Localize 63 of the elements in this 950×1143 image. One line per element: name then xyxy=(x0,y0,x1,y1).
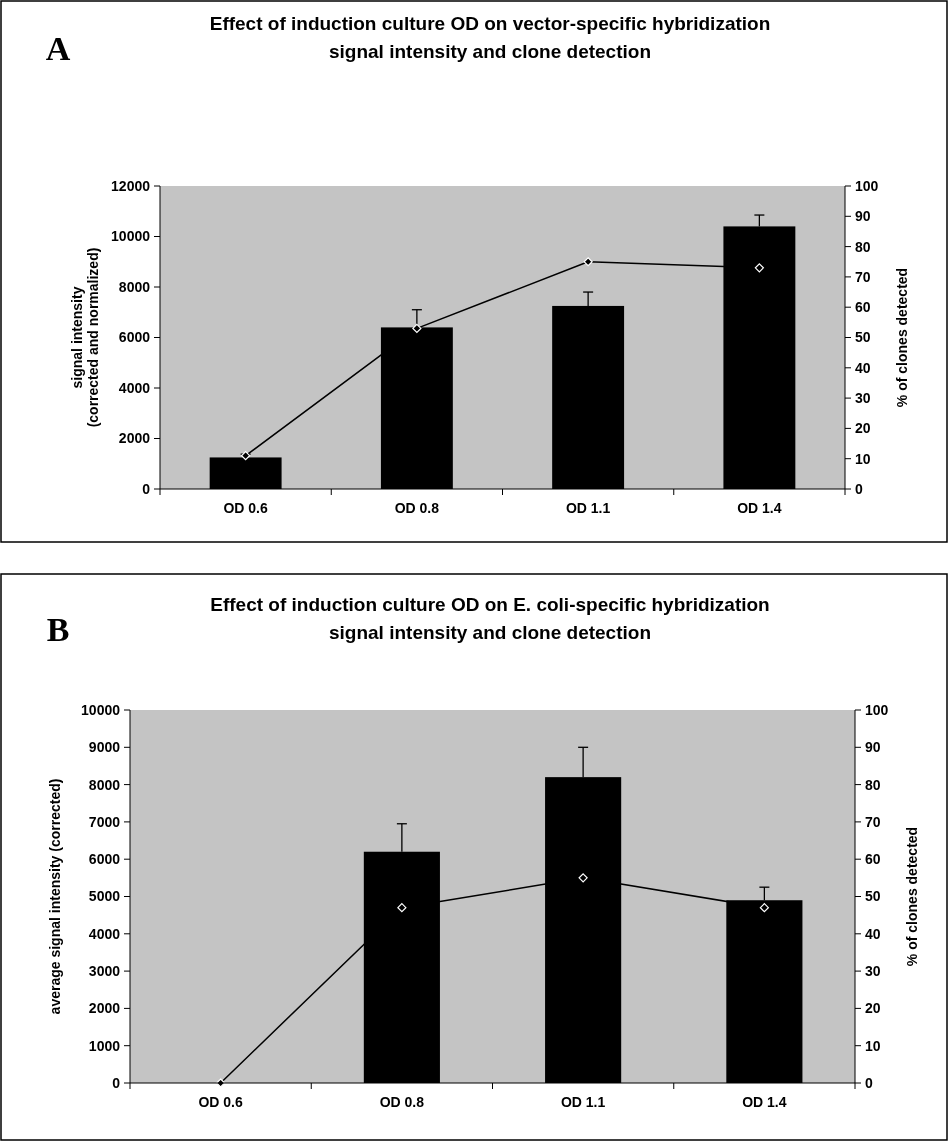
y-tick-label: 4000 xyxy=(118,379,151,396)
x-tick-label: OD 1.4 xyxy=(742,1094,787,1110)
y2-tick-label: 40 xyxy=(855,359,871,376)
y2-tick-label: 80 xyxy=(855,238,871,255)
text: A xyxy=(45,30,71,67)
y2-tick-label: 80 xyxy=(865,776,881,793)
x-tick-label: OD 1.1 xyxy=(565,500,611,516)
point xyxy=(241,451,251,461)
y-tick-label: 8000 xyxy=(88,776,121,793)
point xyxy=(759,903,769,913)
y2-tick-label: 30 xyxy=(855,390,871,406)
y-tick-label: 10000 xyxy=(111,228,151,245)
y2-tick-label: 90 xyxy=(865,739,881,756)
y2-tick-label: 40 xyxy=(865,925,881,942)
point xyxy=(754,263,764,273)
y-tick-label: 0 xyxy=(142,480,151,497)
y-tick-label: 7000 xyxy=(88,813,121,830)
x-tick-label: OD 1.1 xyxy=(560,1094,606,1110)
y-tick-label: 6000 xyxy=(88,851,121,868)
chart-title: Effect of induction culture OD on E. coli-specific hybridization signal intensity and clone detection xyxy=(210,594,770,643)
x-tick-label: OD 0.8 xyxy=(379,1094,425,1110)
y-tick-label: 3000 xyxy=(88,963,121,979)
y2-tick-label: 100 xyxy=(865,701,889,718)
y-tick-label: 8000 xyxy=(118,278,151,295)
text: B xyxy=(46,611,70,648)
y-tick-label: 1000 xyxy=(88,1037,121,1054)
y-tick-label: 2000 xyxy=(88,1000,121,1017)
y-tick-label: 10000 xyxy=(81,701,121,718)
y2-tick-label: 10 xyxy=(855,450,871,467)
y2-tick-label: 0 xyxy=(855,480,863,497)
x-tick-label: OD 0.6 xyxy=(223,500,269,516)
chart-title: Effect of induction culture OD on vector-specific hybridization signal intensity and clone detection xyxy=(209,13,771,62)
y-tick-label: 2000 xyxy=(118,430,151,447)
y2-tick-label: 30 xyxy=(865,963,881,979)
point xyxy=(578,873,588,883)
y2-tick-label: 100 xyxy=(855,177,879,194)
y2-axis-title: % of clones detected xyxy=(894,267,910,408)
y-axis-title: average signal intensity (corrected) xyxy=(47,778,63,1015)
y2-tick-label: 20 xyxy=(855,420,871,437)
y-tick-label: 4000 xyxy=(88,925,121,942)
point xyxy=(397,903,407,913)
y2-tick-label: 60 xyxy=(865,851,881,868)
point xyxy=(412,323,422,334)
x-tick-label: OD 0.6 xyxy=(198,1094,244,1110)
point xyxy=(583,257,593,267)
y2-tick-label: 50 xyxy=(855,329,871,346)
y2-tick-label: 70 xyxy=(855,268,871,285)
y2-tick-label: 70 xyxy=(865,813,881,830)
y2-tick-label: 50 xyxy=(865,888,881,905)
y2-tick-label: 90 xyxy=(855,208,871,225)
x-tick-label: OD 1.4 xyxy=(737,500,782,516)
y-tick-label: 6000 xyxy=(118,329,151,346)
y-tick-label: 0 xyxy=(112,1074,121,1091)
y-axis-title: signal intensity (corrected and normalized) xyxy=(69,247,101,428)
y-tick-label: 12000 xyxy=(111,177,151,194)
y-tick-label: 9000 xyxy=(88,739,121,756)
y2-tick-label: 20 xyxy=(865,1000,881,1017)
x-tick-label: OD 0.8 xyxy=(394,500,440,516)
y2-tick-label: 10 xyxy=(865,1037,881,1054)
y2-tick-label: 60 xyxy=(855,299,871,316)
y2-axis-title: % of clones detected xyxy=(904,826,920,967)
y2-tick-label: 0 xyxy=(865,1074,873,1091)
y-tick-label: 5000 xyxy=(88,888,121,905)
